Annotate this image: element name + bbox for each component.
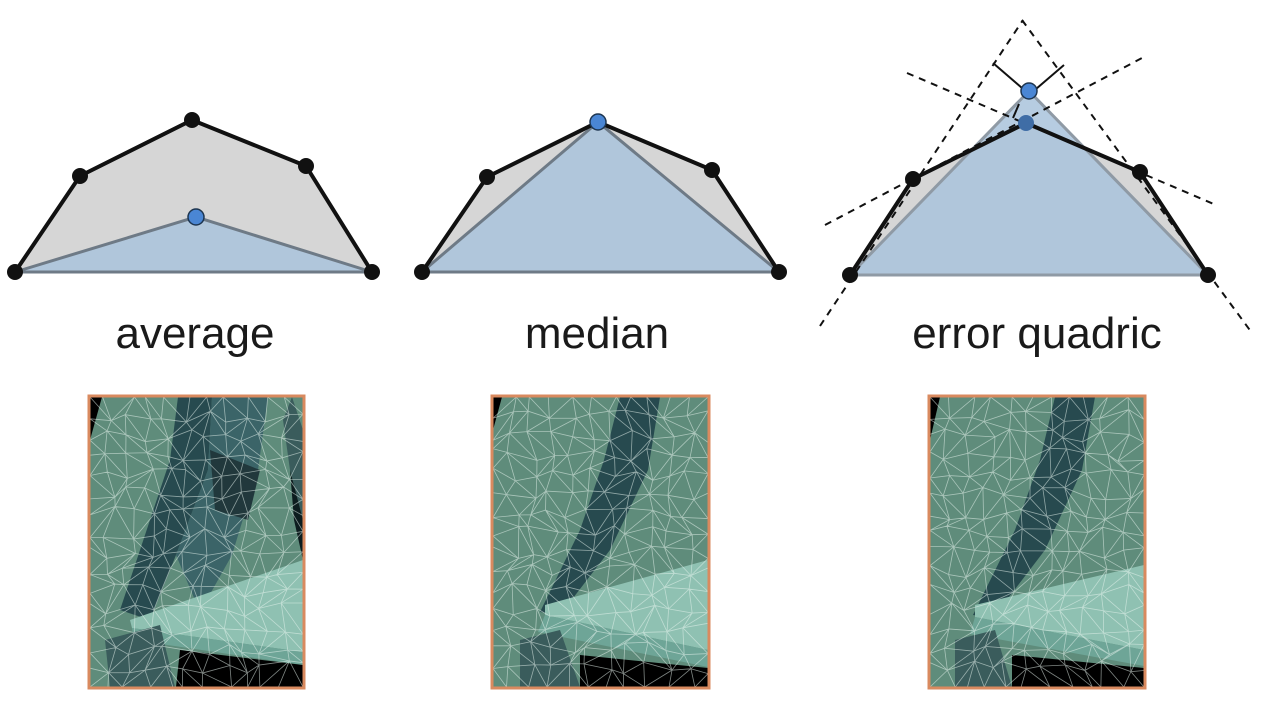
mesh-edges (493, 397, 708, 687)
original-top-vertex (1018, 115, 1034, 131)
image-frame (490, 394, 711, 690)
vertex-dots (414, 162, 787, 280)
mesh-wireframe (493, 397, 708, 687)
tangent-plane-line (906, 72, 1217, 206)
vertex-dot (842, 267, 858, 283)
simplified-triangle (14, 215, 373, 274)
error-quadric-diagram: error quadric (819, 19, 1253, 358)
tangent-plane-line (819, 19, 1024, 327)
vertex-dot (704, 162, 720, 178)
vertex-dots (7, 112, 380, 280)
vertex-dot (1200, 267, 1216, 283)
vertex-dot (364, 264, 380, 280)
tangent-plane-lines (819, 19, 1253, 334)
vertex-dot (771, 264, 787, 280)
mesh-edges (930, 397, 1144, 687)
vertex-dots (842, 164, 1216, 283)
vertex-dot (905, 171, 921, 187)
panel-label-error-quadric: error quadric (912, 309, 1161, 358)
median-diagram: median (414, 113, 787, 358)
vertex-dot (298, 158, 314, 174)
image-frame (87, 394, 306, 690)
image-frame (927, 394, 1147, 690)
mesh-render-average (87, 394, 306, 690)
simplified-triangle (417, 120, 784, 274)
vertex-dot (7, 264, 23, 280)
mesh-wireframe (930, 397, 1144, 687)
panel-label-average: average (115, 309, 274, 358)
vertex-dot (414, 264, 430, 280)
vertex-dot (479, 169, 495, 185)
vertex-dot (184, 112, 200, 128)
distance-markers (992, 62, 1065, 119)
mesh-render-median (490, 394, 711, 690)
vertex-dot (1132, 164, 1148, 180)
new-vertex-dot (589, 113, 607, 131)
simplified-triangle (846, 88, 1212, 277)
new-vertex-dot (187, 208, 205, 226)
mesh-edges (90, 397, 303, 687)
panel-label-median: median (525, 309, 669, 358)
average-diagram: average (7, 112, 380, 358)
new-vertex-dot (1020, 82, 1038, 100)
vertex-dot (72, 168, 88, 184)
mesh-wireframe (90, 397, 303, 687)
mesh-render-error-quadric (927, 394, 1147, 690)
